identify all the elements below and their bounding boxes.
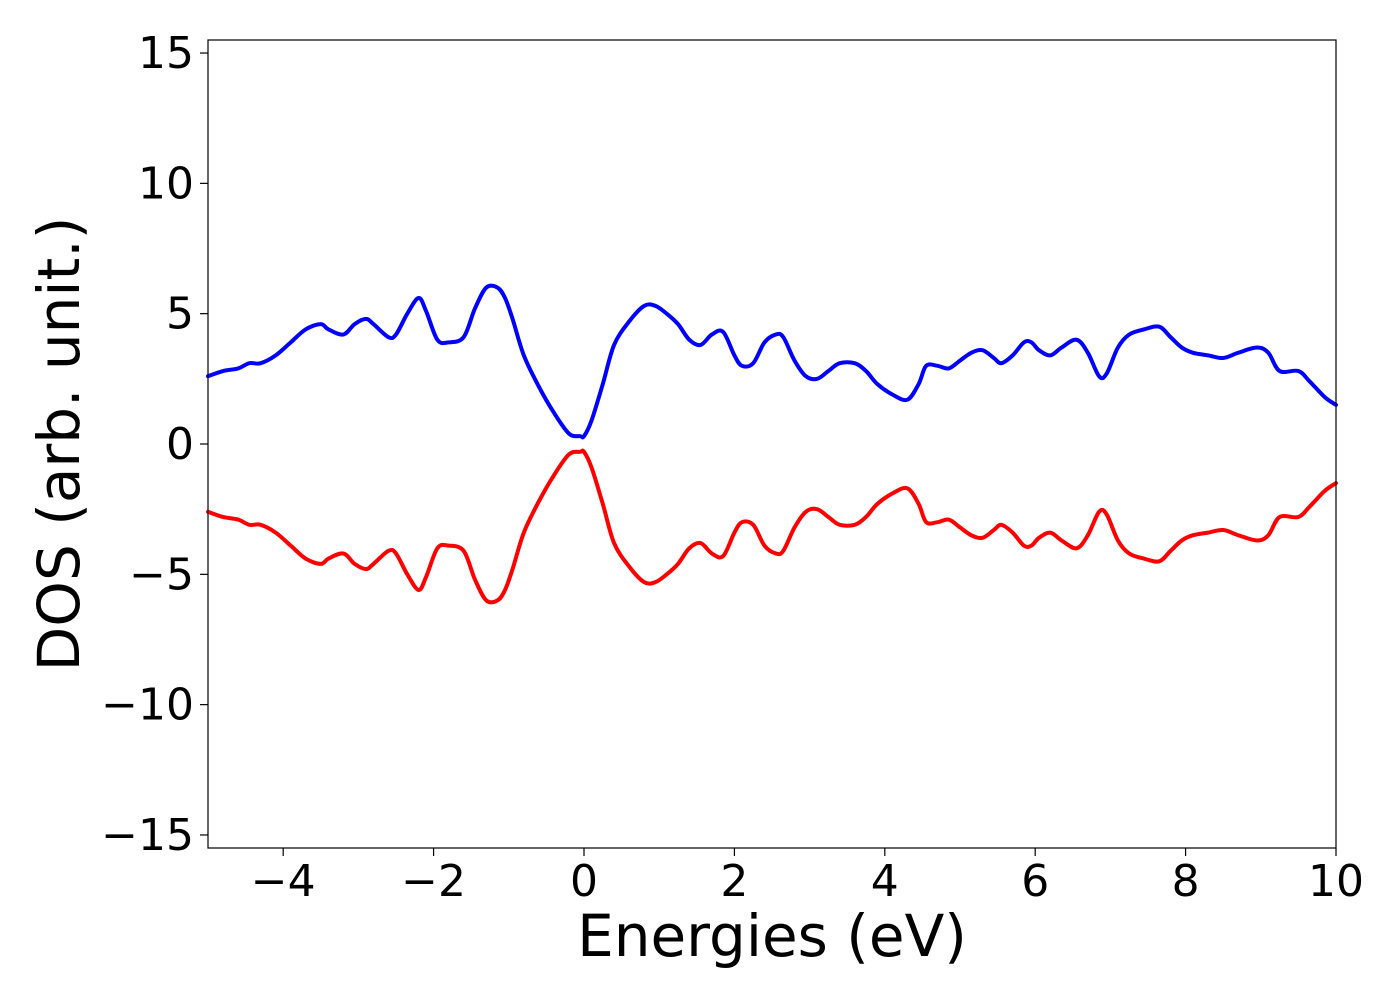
series-layer (206, 283, 1338, 605)
y-tick-label: −15 (101, 810, 194, 861)
x-tick-label: 4 (871, 856, 899, 907)
x-tick-label: −4 (251, 856, 316, 907)
y-axis-label: DOS (arb. unit.) (25, 217, 93, 672)
x-tick-label: 0 (570, 856, 598, 907)
x-axis-label: Energies (eV) (577, 902, 967, 970)
x-axis-ticks: −4 −2 0 2 4 6 8 10 (251, 848, 1364, 907)
x-tick-label: 8 (1172, 856, 1200, 907)
x-tick-label: 2 (720, 856, 748, 907)
y-tick-label: 5 (166, 289, 194, 340)
y-axis-ticks: 15 10 5 0 −5 −10 −15 (101, 28, 208, 861)
y-tick-label: −5 (129, 549, 194, 600)
series-line-2 (206, 448, 1338, 605)
x-tick-label: 10 (1308, 856, 1364, 907)
x-tick-label: −2 (401, 856, 466, 907)
series-line-1 (206, 283, 1338, 440)
y-tick-label: 10 (138, 158, 194, 209)
y-tick-label: 0 (166, 419, 194, 470)
plot-frame (207, 39, 1337, 849)
x-tick-label: 6 (1021, 856, 1049, 907)
y-tick-label: −10 (101, 680, 194, 731)
y-tick-label: 15 (138, 28, 194, 79)
